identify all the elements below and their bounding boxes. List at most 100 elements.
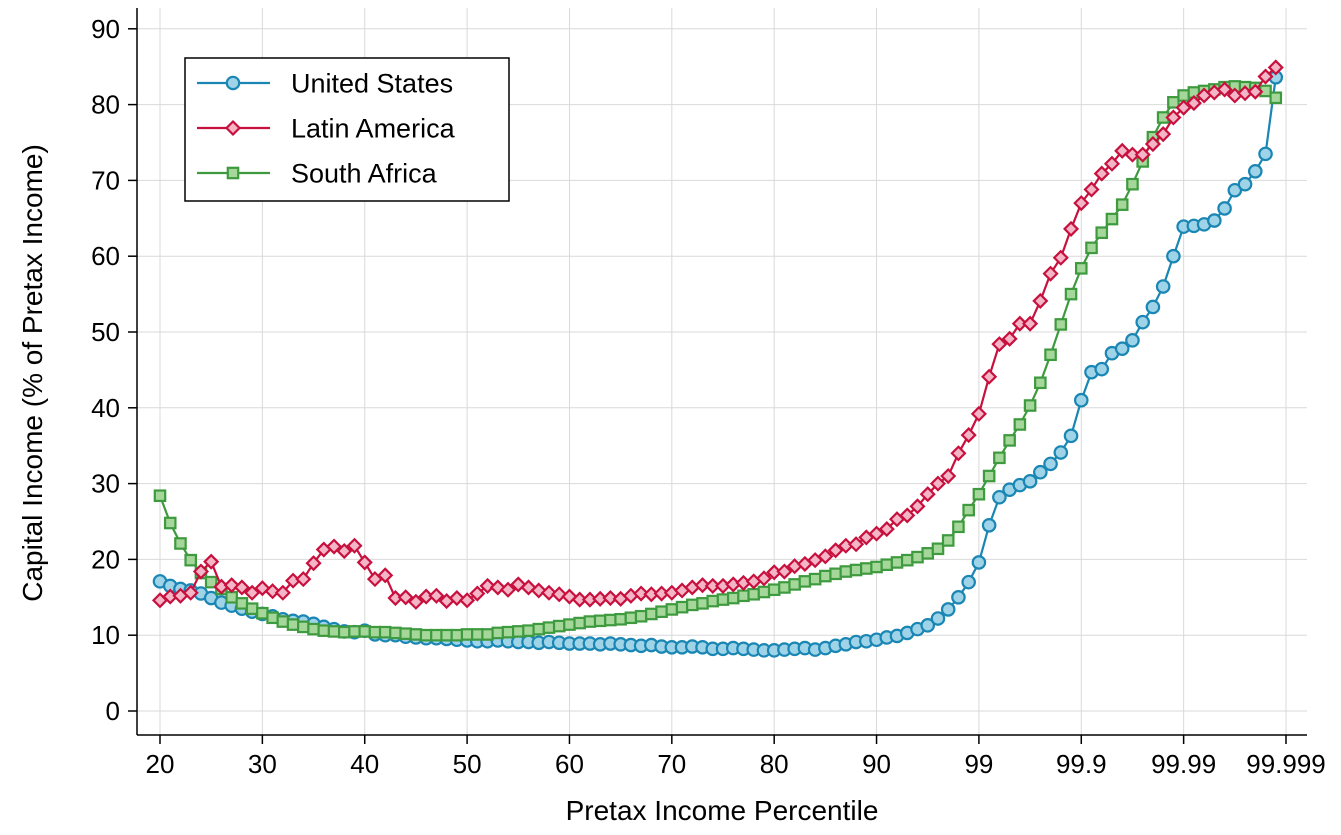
data-point-latin-america: [356, 554, 373, 571]
data-point-south-africa: [798, 575, 812, 588]
data-point-south-africa: [501, 625, 515, 639]
data-point-south-africa: [1023, 399, 1037, 412]
data-point-south-africa: [696, 597, 709, 610]
data-point-south-africa: [450, 628, 464, 642]
data-point-latin-america: [1247, 83, 1264, 100]
data-point-south-africa: [921, 547, 935, 560]
data-point-south-africa: [767, 583, 781, 597]
data-point-latin-america: [295, 571, 312, 588]
data-point-united-states: [1155, 279, 1171, 294]
data-point-south-africa: [276, 615, 290, 628]
data-point-latin-america: [305, 555, 322, 572]
data-point-united-states: [940, 602, 956, 617]
data-point-south-africa: [706, 594, 720, 608]
data-point-united-states: [1125, 333, 1140, 348]
data-point-united-states: [1063, 428, 1079, 444]
data-point-latin-america: [244, 584, 261, 601]
x-tick-label: 90: [862, 749, 891, 779]
data-point-south-africa: [184, 553, 198, 567]
data-point-latin-america: [633, 585, 650, 602]
data-point-latin-america: [1042, 265, 1059, 282]
data-point-south-africa: [317, 624, 331, 637]
data-point-latin-america: [940, 467, 957, 485]
data-point-south-africa: [1044, 348, 1057, 362]
data-point-south-africa: [471, 628, 484, 641]
data-point-south-africa: [460, 628, 474, 641]
data-point-united-states: [1145, 299, 1161, 315]
data-point-latin-america: [960, 427, 977, 444]
data-point-united-states: [951, 589, 966, 605]
y-tick-label: 30: [91, 469, 120, 499]
data-point-south-africa: [409, 628, 423, 641]
data-point-south-africa: [1269, 91, 1283, 105]
data-point-latin-america: [1062, 220, 1080, 237]
data-point-south-africa: [163, 516, 177, 530]
data-point-latin-america: [868, 525, 885, 542]
data-point-south-africa: [297, 620, 310, 634]
data-point-united-states: [1053, 445, 1069, 460]
data-point-south-africa: [982, 469, 996, 483]
data-point-south-africa: [931, 542, 945, 556]
data-point-latin-america: [909, 498, 926, 515]
data-point-latin-america: [694, 577, 711, 594]
legend-label: United States: [291, 69, 453, 99]
data-point-south-africa: [808, 572, 822, 586]
data-point-south-africa: [358, 625, 372, 638]
data-point-south-africa: [235, 597, 249, 610]
data-point-united-states: [1247, 164, 1263, 179]
data-point-south-africa: [542, 621, 556, 634]
data-point-south-africa: [819, 569, 832, 583]
data-point-united-states: [1237, 176, 1253, 192]
x-tick-label: 99.999: [1246, 749, 1326, 779]
data-point-south-africa: [532, 622, 546, 636]
data-point-south-africa: [1115, 198, 1129, 211]
data-point-latin-america: [950, 445, 967, 462]
data-point-south-africa: [1126, 177, 1139, 191]
data-point-latin-america: [1001, 330, 1018, 347]
data-point-south-africa: [327, 625, 341, 638]
data-point-latin-america: [919, 486, 936, 503]
plot-area: [151, 59, 1284, 658]
legend-label: Latin America: [291, 114, 456, 144]
data-point-south-africa: [665, 603, 679, 616]
data-point-south-africa: [634, 609, 648, 623]
data-point-south-africa: [593, 614, 607, 628]
legend-marker: [224, 119, 242, 137]
data-point-south-africa: [266, 611, 279, 625]
data-point-united-states: [920, 618, 936, 633]
data-point-south-africa: [511, 625, 525, 638]
data-point-latin-america: [540, 584, 558, 601]
data-point-south-africa: [522, 624, 535, 637]
data-point-south-africa: [880, 558, 894, 572]
y-tick-label: 0: [106, 696, 120, 726]
data-point-south-africa: [174, 537, 187, 550]
data-point-latin-america: [1144, 135, 1161, 153]
data-point-south-africa: [900, 553, 914, 567]
y-tick-label: 70: [91, 165, 120, 195]
data-point-south-africa: [911, 550, 924, 564]
data-point-south-africa: [941, 534, 955, 547]
data-point-south-africa: [153, 489, 167, 503]
data-point-south-africa: [1054, 318, 1068, 331]
x-tick-label: 40: [350, 749, 379, 779]
data-point-united-states: [1114, 341, 1130, 356]
data-point-south-africa: [747, 587, 761, 601]
data-point-latin-america: [1022, 315, 1039, 332]
data-point-south-africa: [655, 605, 668, 619]
data-point-latin-america: [479, 577, 496, 594]
data-point-united-states: [1043, 456, 1058, 472]
data-point-united-states: [1258, 146, 1273, 162]
data-point-south-africa: [1064, 287, 1078, 301]
data-point-south-africa: [870, 560, 883, 574]
data-point-south-africa: [757, 585, 771, 599]
data-point-latin-america: [397, 589, 414, 606]
data-point-south-africa: [737, 589, 750, 603]
data-point-south-africa: [1003, 434, 1016, 447]
data-point-south-africa: [685, 598, 699, 612]
data-point-latin-america: [602, 590, 619, 607]
data-point-south-africa: [552, 619, 566, 633]
x-tick-label: 30: [248, 749, 277, 779]
data-point-latin-america: [459, 592, 476, 609]
data-point-latin-america: [776, 563, 793, 580]
